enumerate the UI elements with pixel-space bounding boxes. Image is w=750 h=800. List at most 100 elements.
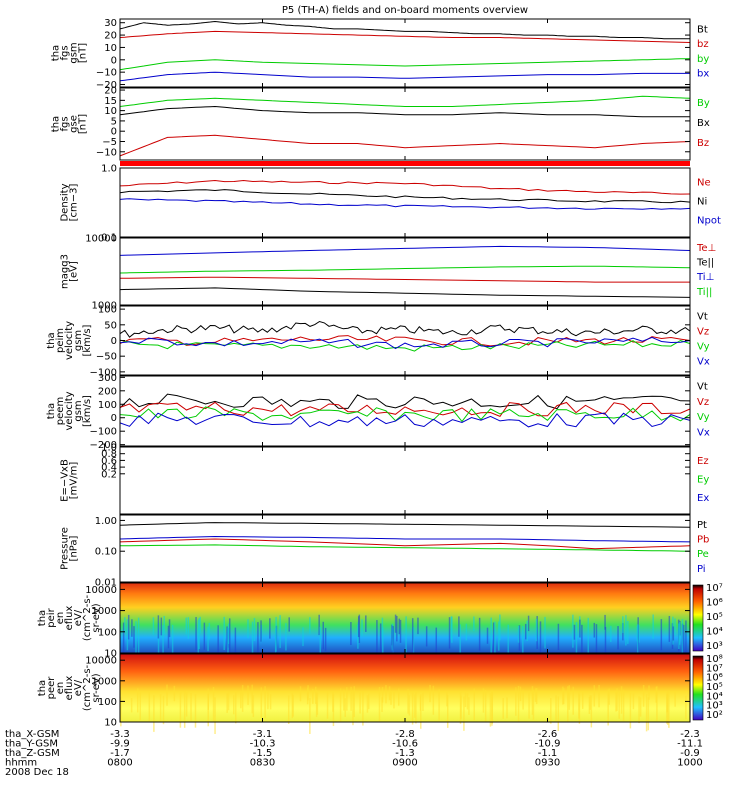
spectrogram-streak xyxy=(522,689,524,710)
spectrogram-streak xyxy=(368,693,370,710)
spectrogram-streak xyxy=(502,698,504,719)
spectrogram-streak xyxy=(148,691,151,721)
spectrogram-streak xyxy=(468,697,470,715)
spectrogram-streak xyxy=(299,686,302,702)
series-line xyxy=(119,95,691,107)
y-tick-label: 20 xyxy=(104,31,117,42)
spectrogram-streak xyxy=(269,618,271,639)
y-tick-label: 1000 xyxy=(92,606,117,617)
spectrogram-streak xyxy=(319,626,322,660)
spectrogram-streak xyxy=(478,617,481,651)
spectrogram-streak xyxy=(187,617,190,639)
spectrogram-streak xyxy=(534,688,537,702)
y-axis-label: en xyxy=(55,612,66,625)
y-axis-label: fgs xyxy=(60,45,71,60)
y-tick-label: 0.4 xyxy=(101,463,117,474)
y-tick-label: 100 xyxy=(98,627,117,638)
spectrogram-streak xyxy=(588,696,591,714)
spectrogram-streak xyxy=(636,624,639,658)
spectrogram-streak xyxy=(535,618,538,642)
spectrogram-streak xyxy=(527,615,530,632)
spectrogram-streak xyxy=(450,616,453,640)
y-axis-label: [eV] xyxy=(69,261,80,282)
spectrogram-streak xyxy=(131,619,133,637)
spectrogram-streak xyxy=(324,627,327,652)
spectrogram-streak xyxy=(678,621,681,645)
y-tick-label: 1000 xyxy=(92,676,117,687)
x-row-label: hhmm xyxy=(5,758,37,769)
legend-Te⊥: Te⊥ xyxy=(696,243,716,254)
y-axis-label: magq3 xyxy=(60,254,71,289)
panel-density: Ne Ni Npot 1.0 0.1 Density[cm−3] xyxy=(60,164,721,244)
spectrogram-streak xyxy=(153,695,155,732)
y-axis-label: [nT] xyxy=(78,43,89,63)
x-row-value: 0900 xyxy=(392,758,417,769)
spectrogram-streak xyxy=(264,686,266,719)
spectrogram-streak xyxy=(137,617,140,654)
spectrogram-streak xyxy=(292,694,294,717)
x-row-value: -2.3 xyxy=(680,729,700,740)
y-tick-label: 0 xyxy=(111,413,117,424)
spectrogram-streak xyxy=(223,616,225,650)
spectrogram-streak xyxy=(397,688,400,706)
spectrogram-streak xyxy=(617,626,619,650)
series-line xyxy=(119,522,691,528)
legend-Vy: Vy xyxy=(697,342,710,353)
legend-Ni: Ni xyxy=(697,196,707,207)
spectrogram-streak xyxy=(381,697,383,713)
spectrogram-streak xyxy=(489,693,492,727)
spectrogram-streak xyxy=(260,620,262,642)
spectrogram-streak xyxy=(312,688,314,704)
series-line xyxy=(119,412,691,428)
spectrogram-streak xyxy=(573,624,576,640)
y-tick-label: 100 xyxy=(98,400,117,411)
spectrogram-streak xyxy=(127,614,130,640)
spectrogram-streak xyxy=(394,614,397,633)
spectrogram-streak xyxy=(309,698,311,734)
spectrogram-streak xyxy=(524,623,527,640)
spectrogram-streak xyxy=(260,687,263,718)
y-tick-label: −100 xyxy=(90,367,117,378)
x-row-value: 0830 xyxy=(250,758,275,769)
series-line xyxy=(119,393,691,410)
series-line xyxy=(119,339,691,352)
spectrogram-streak xyxy=(353,686,355,718)
colorbar-label: 10⁴ xyxy=(706,691,723,702)
spectrogram-streak xyxy=(589,695,591,710)
y-axis-label: peer xyxy=(46,676,57,700)
spectrogram-image xyxy=(120,583,690,653)
x-row-value: -1.1 xyxy=(538,748,558,759)
y-tick-label: 1000 xyxy=(92,301,117,312)
spectrogram-streak xyxy=(344,698,346,718)
y-axis-label: tha xyxy=(37,610,48,626)
legend-Ey: Ey xyxy=(697,474,709,485)
legend-bx: bx xyxy=(697,69,709,80)
spectrogram-streak xyxy=(422,692,424,711)
spectrogram-streak xyxy=(405,616,407,653)
x-row-value: 1000 xyxy=(677,758,702,769)
spectrogram-streak xyxy=(522,626,524,664)
spectrogram-streak xyxy=(173,685,176,702)
spectrogram-streak xyxy=(352,690,354,726)
y-axis-label: sr-eV) xyxy=(91,603,102,632)
spectrogram-streak xyxy=(269,694,272,710)
spectrogram-streak xyxy=(575,622,578,658)
spectrogram-streak xyxy=(408,694,411,716)
spectrogram-streak xyxy=(214,697,216,735)
spectrogram-streak xyxy=(285,623,287,651)
x-row-label: tha_Z-GSM xyxy=(5,748,60,759)
spectrogram-streak xyxy=(413,694,416,718)
spectrogram-streak xyxy=(350,622,352,646)
spectrogram-streak xyxy=(251,684,253,714)
legend-Ex: Ex xyxy=(697,493,709,504)
spectrogram-streak xyxy=(660,619,663,651)
spectrogram-streak xyxy=(316,692,319,715)
spectrogram-streak xyxy=(135,621,137,656)
spectrogram-streak xyxy=(486,627,489,644)
series-line xyxy=(119,265,691,274)
spectrogram-streak xyxy=(579,619,581,638)
y-tick-label: −10 xyxy=(96,147,117,158)
y-axis-label: tha xyxy=(51,116,62,132)
y-tick-label: 5 xyxy=(111,116,117,127)
